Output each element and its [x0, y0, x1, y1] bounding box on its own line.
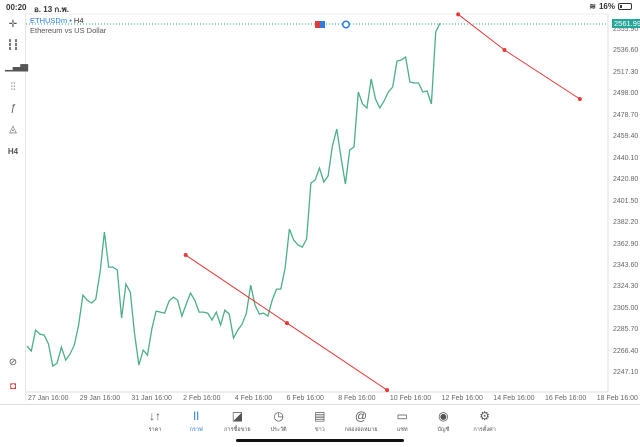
nav-icon: ⚙: [479, 409, 490, 423]
price-tick: 2343.60: [613, 261, 639, 269]
nav-label: ข่าว: [314, 427, 325, 433]
nav-label: การซื้อขาย: [224, 427, 251, 433]
price-tick: 2420.80: [613, 176, 639, 184]
nav-item-6[interactable]: ▭ แชท: [377, 409, 427, 434]
nav-item-7[interactable]: ◉ บัญชี: [418, 409, 468, 434]
nav-label: การตั้งค่า: [473, 427, 496, 433]
nav-item-3[interactable]: ◷ ประวัติ: [254, 409, 304, 434]
nav-label: กล่องจดหมาย: [344, 427, 378, 433]
nav-item-1[interactable]: ǀǀ กราฟ: [171, 409, 221, 434]
date-tick: 29 Jan 16:00: [79, 395, 121, 402]
price-tick: 2401.50: [613, 197, 639, 205]
price-tick: 2536.60: [613, 47, 639, 55]
chart-search-icon[interactable]: ⊘: [8, 357, 18, 368]
date-tick: 8 Feb 16:00: [338, 395, 376, 402]
trend-anchor-handle[interactable]: [502, 48, 507, 53]
date-tick: 31 Jan 16:00: [131, 395, 172, 402]
clock: 00:20: [6, 3, 27, 12]
price-tick: 2362.90: [613, 240, 639, 248]
current-price-tag: 2561.99: [612, 19, 640, 28]
nav-icon: ◪: [231, 409, 244, 423]
price-tick: 2517.30: [613, 68, 639, 76]
nav-icon: ǀǀ: [193, 409, 200, 423]
battery-icon: [618, 3, 632, 10]
battery-percent: 16%: [598, 2, 615, 11]
price-line: [26, 22, 441, 368]
trend-anchor-handle[interactable]: [284, 321, 289, 326]
function-icon[interactable]: ƒ: [10, 103, 16, 114]
nav-label: ราคา: [148, 427, 162, 433]
nav-icon: ◉: [438, 409, 449, 423]
date-tick: 4 Feb 16:00: [234, 395, 273, 402]
price-tick: 2266.40: [613, 347, 639, 355]
indicators-icon[interactable]: ▁▃▅: [5, 61, 29, 72]
timeframe-button[interactable]: H4: [7, 147, 19, 156]
nav-icon: ▭: [396, 409, 408, 423]
price-tick: 2305.00: [613, 304, 639, 312]
date-tick: 16 Feb 16:00: [545, 395, 587, 402]
trend-anchor-handle[interactable]: [183, 253, 188, 258]
nav-item-5[interactable]: @ กล่องจดหมาย: [336, 409, 386, 434]
symbol-info: ETHUSDm • H4 Ethereum vs US Dollar: [30, 16, 107, 35]
price-tick: 2440.10: [613, 154, 639, 162]
bottom-nav: ↓↑ ราคา ǀǀ กราฟ ◪ การซื้อขาย ◷ ประวัติ ▤ ข่าว @ กล่…: [0, 404, 640, 447]
left-toolbar: ✛ ┇┇ ▁▃▅ ⫶⫶ ƒ ◬ H4 ⊘ ◘: [0, 14, 29, 401]
date: อ. 13 ก.พ.: [34, 5, 69, 14]
date-tick: 27 Jan 16:00: [28, 395, 69, 402]
nav-label: แชท: [396, 427, 408, 433]
symbol-description: Ethereum vs US Dollar: [30, 26, 107, 35]
trend-anchor-handle[interactable]: [385, 388, 390, 393]
status-bar: 00:20 อ. 13 ก.พ. ≋ 16%: [0, 0, 640, 14]
symbol-name[interactable]: ETHUSDm: [30, 16, 68, 25]
settings-sliders-icon[interactable]: ⫶⫶: [10, 82, 16, 93]
symbol-timeframe: H4: [73, 16, 84, 25]
price-tick: 2459.40: [613, 133, 639, 141]
date-tick: 10 Feb 16:00: [389, 395, 432, 402]
app-logo-icon[interactable]: ◘: [9, 381, 17, 392]
nav-icon: @: [354, 409, 368, 423]
candlestick-icon[interactable]: ┇┇: [6, 40, 20, 51]
date-tick: 2 Feb 16:00: [183, 395, 221, 402]
nav-label: บัญชี: [437, 427, 450, 433]
nav-item-8[interactable]: ⚙ การตั้งค่า: [460, 409, 510, 434]
crosshair-icon[interactable]: ✛: [8, 19, 18, 30]
nav-item-0[interactable]: ↓↑ ราคา: [130, 409, 180, 434]
shapes-icon[interactable]: ◬: [9, 124, 17, 135]
price-tick: 2478.70: [613, 111, 639, 119]
nav-icon: ▤: [314, 409, 326, 423]
price-tick: 2324.30: [613, 283, 639, 291]
nav-label: ประวัติ: [270, 427, 287, 433]
nav-item-4[interactable]: ▤ ข่าว: [295, 409, 345, 434]
date-tick: 14 Feb 16:00: [493, 395, 535, 402]
home-indicator: [236, 439, 404, 442]
date-tick: 6 Feb 16:00: [286, 395, 324, 402]
clock-marker-icon: [341, 20, 351, 29]
price-tick: 2498.00: [613, 90, 639, 98]
trend-line[interactable]: [457, 13, 581, 100]
nav-icon: ◷: [273, 409, 284, 423]
price-tick: 2382.20: [613, 219, 639, 227]
trend-anchor-handle[interactable]: [456, 12, 461, 17]
price-tick: 2555.90: [613, 26, 639, 33]
date-tick: 18 Feb 16:00: [596, 395, 638, 402]
date-tick: 12 Feb 16:00: [441, 395, 483, 402]
trend-anchor-handle[interactable]: [577, 97, 582, 102]
price-tick: 2285.70: [613, 326, 639, 334]
nav-label: กราฟ: [189, 427, 203, 433]
price-tick: 2247.10: [613, 369, 639, 377]
nav-icon: ↓↑: [149, 409, 161, 423]
nav-item-2[interactable]: ◪ การซื้อขาย: [212, 409, 262, 434]
wifi-icon: ≋: [589, 2, 596, 11]
